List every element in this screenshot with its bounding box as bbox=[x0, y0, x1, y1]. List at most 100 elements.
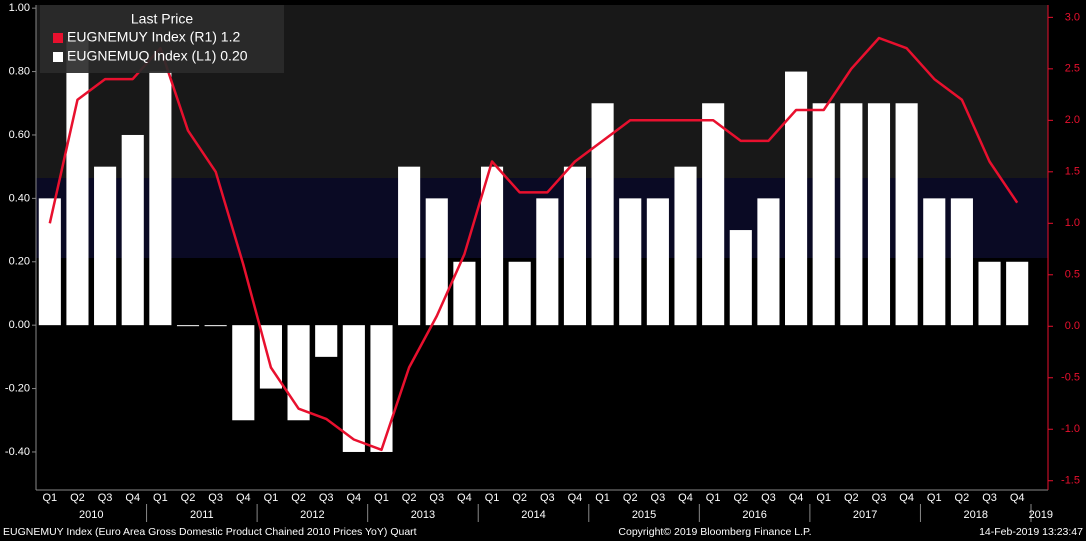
year-label: 2014 bbox=[521, 509, 545, 521]
bar bbox=[121, 134, 144, 326]
x-tick-label: Q3 bbox=[761, 492, 776, 504]
y2-tick-label: 2.0 bbox=[1065, 114, 1080, 126]
x-tick-label: Q3 bbox=[429, 492, 444, 504]
legend-swatch bbox=[53, 52, 63, 62]
line-series bbox=[48, 36, 1019, 452]
bar bbox=[176, 325, 200, 327]
year-label: 2011 bbox=[190, 509, 214, 521]
x-tick-label: Q2 bbox=[955, 492, 970, 504]
y-tick-label: 0.00 bbox=[9, 319, 30, 331]
x-tick-label: Q1 bbox=[153, 492, 168, 504]
bar bbox=[453, 261, 476, 326]
bar bbox=[978, 261, 1001, 326]
y-tick-label: 0.40 bbox=[9, 192, 30, 204]
x-tick-label: Q3 bbox=[540, 492, 555, 504]
x-tick-label: Q1 bbox=[485, 492, 500, 504]
x-tick-label: Q4 bbox=[347, 492, 362, 504]
bar bbox=[757, 198, 780, 326]
legend: Last Price EUGNEMUY Index (R1) 1.2 EUGNEM… bbox=[40, 5, 284, 73]
y2-tick-label: -1.5 bbox=[1061, 475, 1080, 487]
bar bbox=[591, 103, 614, 326]
bar bbox=[923, 198, 946, 326]
year-label: 2017 bbox=[853, 509, 877, 521]
marks-layer bbox=[38, 36, 1029, 452]
y-tick-label: 0.60 bbox=[9, 129, 30, 141]
y2-tick-label: -1.0 bbox=[1061, 423, 1080, 435]
bar bbox=[950, 198, 973, 326]
x-tick-label: Q4 bbox=[125, 492, 140, 504]
bar bbox=[94, 166, 117, 326]
x-tick-label: Q2 bbox=[402, 492, 417, 504]
x-tick-label: Q1 bbox=[595, 492, 610, 504]
year-label: 2012 bbox=[300, 509, 324, 521]
bar bbox=[425, 198, 448, 326]
bar bbox=[729, 230, 752, 326]
year-label: 2013 bbox=[411, 509, 435, 521]
footer-left: EUGNEMUY Index (Euro Area Gross Domestic… bbox=[3, 526, 417, 538]
x-tick-label: Q2 bbox=[844, 492, 859, 504]
bar bbox=[508, 261, 531, 326]
bar bbox=[287, 325, 310, 421]
x-tick-label: Q2 bbox=[291, 492, 306, 504]
x-tick-label: Q4 bbox=[678, 492, 693, 504]
x-tick-label: Q2 bbox=[512, 492, 527, 504]
y-tick-label: 0.20 bbox=[9, 256, 30, 268]
bar bbox=[232, 325, 255, 421]
bar bbox=[674, 166, 697, 326]
legend-box bbox=[40, 5, 284, 73]
bar bbox=[259, 325, 282, 389]
y2-tick-label: -0.5 bbox=[1061, 372, 1080, 384]
bar bbox=[646, 198, 669, 326]
x-tick-label: Q3 bbox=[319, 492, 334, 504]
x-tick-label: Q1 bbox=[264, 492, 279, 504]
bar bbox=[840, 103, 863, 326]
bar bbox=[315, 325, 338, 357]
y-tick-label: -0.40 bbox=[5, 446, 30, 458]
x-tick-label: Q3 bbox=[98, 492, 113, 504]
x-tick-label: Q2 bbox=[70, 492, 85, 504]
x-tick-label: Q3 bbox=[982, 492, 997, 504]
year-label: 2010 bbox=[79, 509, 103, 521]
x-tick-label: Q4 bbox=[899, 492, 914, 504]
y2-tick-label: 3.0 bbox=[1065, 11, 1080, 23]
bar bbox=[480, 166, 504, 326]
bar bbox=[66, 39, 89, 326]
y2-tick-label: 0.0 bbox=[1065, 320, 1080, 332]
year-label: 2019 bbox=[1029, 509, 1053, 521]
x-tick-label: Q3 bbox=[208, 492, 223, 504]
bar bbox=[370, 325, 393, 452]
bar bbox=[204, 325, 227, 327]
bar bbox=[342, 325, 365, 452]
bar bbox=[1006, 261, 1029, 326]
x-tick-label: Q4 bbox=[568, 492, 583, 504]
bar bbox=[895, 103, 918, 326]
x-tick-label: Q3 bbox=[872, 492, 887, 504]
legend-label: EUGNEMUY Index (R1) 1.2 bbox=[67, 29, 240, 45]
x-tick-label: Q2 bbox=[733, 492, 748, 504]
x-tick-label: Q4 bbox=[457, 492, 472, 504]
x-tick-label: Q1 bbox=[927, 492, 942, 504]
y-tick-label: -0.20 bbox=[5, 382, 30, 394]
y-tick-label: 0.80 bbox=[9, 65, 30, 77]
grid-layer bbox=[32, 7, 1053, 522]
y2-tick-label: 1.5 bbox=[1065, 166, 1080, 178]
x-tick-label: Q2 bbox=[623, 492, 638, 504]
footer-center: Copyright© 2019 Bloomberg Finance L.P. bbox=[618, 526, 811, 538]
bar bbox=[812, 103, 835, 326]
footer-bar bbox=[0, 522, 1086, 541]
x-tick-label: Q4 bbox=[1010, 492, 1025, 504]
x-tick-label: Q1 bbox=[42, 492, 57, 504]
legend-label: EUGNEMUQ Index (L1) 0.20 bbox=[67, 48, 248, 64]
bar bbox=[619, 198, 642, 326]
year-label: 2016 bbox=[742, 509, 766, 521]
bar bbox=[702, 103, 725, 326]
legend-swatch bbox=[53, 33, 63, 43]
bar bbox=[149, 71, 172, 326]
legend-title: Last Price bbox=[131, 11, 193, 27]
y2-tick-label: 0.5 bbox=[1065, 269, 1080, 281]
x-tick-label: Q1 bbox=[816, 492, 831, 504]
bar bbox=[38, 198, 61, 326]
year-label: 2018 bbox=[963, 509, 987, 521]
